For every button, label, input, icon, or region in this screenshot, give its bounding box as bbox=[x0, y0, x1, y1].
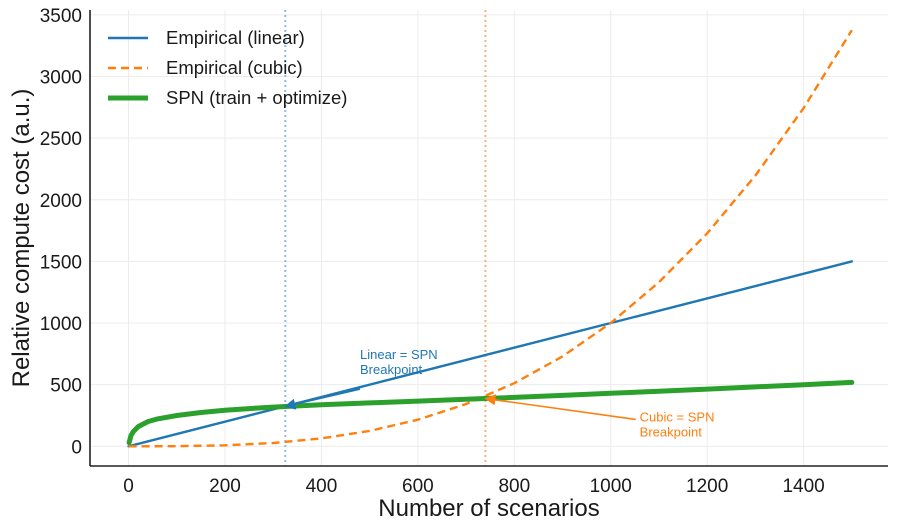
vertical-reference-lines bbox=[284, 10, 487, 466]
y-tick-label: 0 bbox=[71, 437, 82, 458]
y-axis-title: Relative compute cost (a.u.) bbox=[8, 89, 35, 388]
x-tick-label: 600 bbox=[402, 476, 434, 497]
legend: Empirical (linear) Empirical (cubic) SPN (… bbox=[108, 27, 347, 108]
legend-label: SPN (train + optimize) bbox=[166, 87, 347, 108]
x-tick-label: 400 bbox=[306, 476, 338, 497]
series-layer bbox=[126, 29, 855, 448]
series-line-1 bbox=[128, 29, 853, 448]
y-tick-label: 1000 bbox=[40, 314, 82, 335]
x-axis-title: Number of scenarios bbox=[378, 495, 599, 522]
annotation-label: Linear = SPN bbox=[360, 347, 438, 362]
y-tick-label: 2500 bbox=[40, 129, 82, 150]
y-tick-label: 1500 bbox=[40, 252, 82, 273]
y-tick-label: 500 bbox=[50, 376, 82, 397]
x-tick-label: 1400 bbox=[782, 476, 824, 497]
y-tick-label: 3000 bbox=[40, 68, 82, 89]
y-tick-label: 3500 bbox=[40, 6, 82, 27]
x-tick-label: 800 bbox=[498, 476, 530, 497]
series-line-0 bbox=[127, 260, 853, 448]
x-tick-label: 200 bbox=[209, 476, 241, 497]
annotation-label: Cubic = SPN bbox=[640, 409, 715, 424]
legend-label: Empirical (cubic) bbox=[166, 57, 303, 78]
x-tick-label: 1200 bbox=[686, 476, 728, 497]
series-line-2 bbox=[126, 379, 855, 446]
annotation-label: Breakpoint bbox=[360, 362, 423, 377]
x-tick-label: 1000 bbox=[590, 476, 632, 497]
annotation-arrow bbox=[484, 394, 636, 421]
annotation-arrow bbox=[284, 388, 361, 410]
axis-layer: 0 200 400 600 800 1000 1200 1400 0 500 1000 1500 200… bbox=[40, 6, 888, 497]
annotation-label: Breakpoint bbox=[640, 424, 703, 439]
legend-label: Empirical (linear) bbox=[166, 27, 305, 48]
x-tick-label: 0 bbox=[123, 476, 134, 497]
y-tick-label: 2000 bbox=[40, 191, 82, 212]
